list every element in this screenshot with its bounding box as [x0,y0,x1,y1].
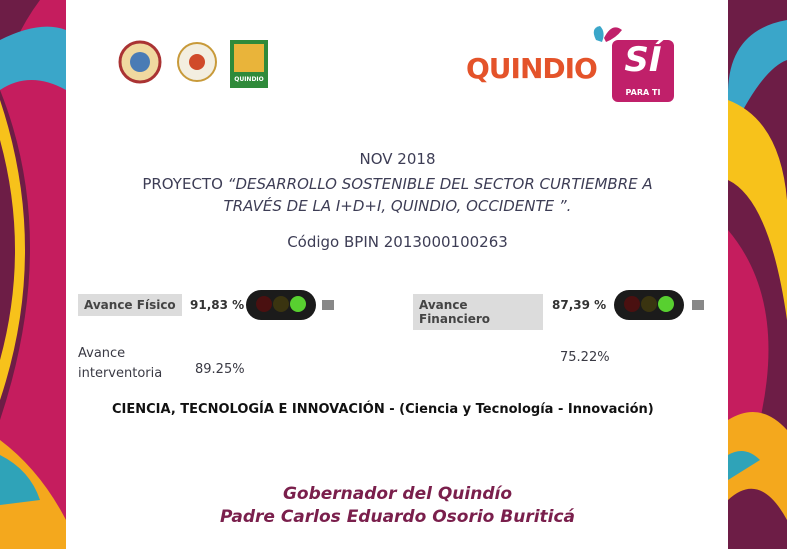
brand-name: QUINDIO [466,52,597,85]
sector: CIENCIA, TECNOLOGÍA E INNOVACIÓN - (Cien… [112,402,654,417]
brand-accent: SÍ [612,40,674,80]
decoration [0,0,787,549]
project-line: PROYECTO “DESARROLLO SOSTENIBLE DEL SECT… [65,175,730,193]
brand-tagline: PARA TI [612,88,674,97]
footer-role: Gobernador del Quindío [65,484,730,504]
traffic-light [614,290,684,320]
physical-label: Avance Físico [78,294,182,316]
project-name: “DESARROLLO SOSTENIBLE DEL SECTOR CURTIE… [228,175,653,193]
project-name: TRAVÉS DE LA I+D+I, QUINDIO, OCCIDENTE ”… [65,197,730,215]
traffic-light [246,290,316,320]
footer-name: Padre Carlos Eduardo Osorio Buriticá [65,507,730,527]
supervision-label: Avance interventoria [78,344,178,384]
financial-label: Avance Financiero [413,294,543,330]
financial-value: 87,39 % [552,298,606,312]
project-prefix: PROYECTO [142,175,223,193]
icon [322,300,334,310]
physical-value: 91,83 % [190,298,244,312]
sector-title: CIENCIA, TECNOLOGÍA E INNOVACIÓN [112,402,385,417]
financial-supervision-value: 75.22% [560,350,610,365]
page: QUINDIO QUINDIO SÍ PARA TI NOV 2018 PROY… [0,0,787,549]
date: NOV 2018 [65,150,730,168]
icon [692,300,704,310]
logo-label: QUINDIO [230,76,268,83]
code: Código BPIN 2013000100263 [65,233,730,251]
sector-detail: - (Ciencia y Tecnología - Innovación) [389,402,653,417]
supervision-value: 89.25% [195,362,245,377]
